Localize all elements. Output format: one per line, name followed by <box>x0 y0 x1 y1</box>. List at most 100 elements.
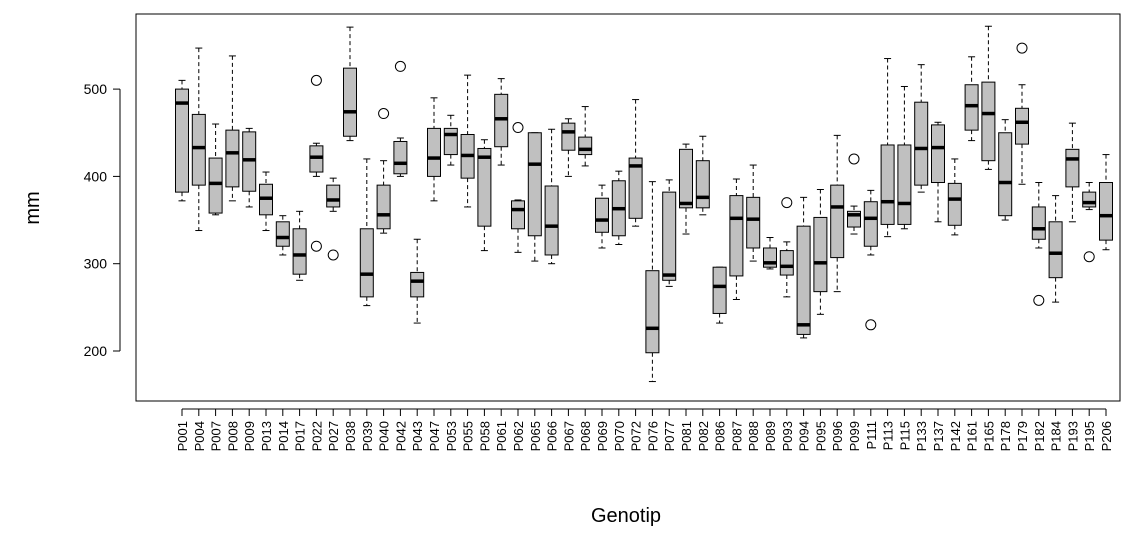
x-tick-label: P111 <box>864 421 879 449</box>
box-P039 <box>359 158 374 307</box>
box-P094 <box>796 196 811 339</box>
box-P133 <box>914 64 929 193</box>
box-body <box>813 216 828 293</box>
box-body <box>695 160 710 209</box>
box-P182 <box>1031 182 1046 306</box>
box-P076 <box>645 181 660 383</box>
box-P055 <box>460 74 475 208</box>
box-P069 <box>595 184 609 249</box>
box-body <box>544 185 559 256</box>
box-P099 <box>847 153 861 235</box>
x-tick-label: P017 <box>293 421 308 451</box>
box-body <box>410 271 425 298</box>
x-tick-label: P068 <box>578 421 593 451</box>
box-P206 <box>1099 154 1113 251</box>
box-body <box>359 228 374 298</box>
box-P096 <box>830 134 845 293</box>
box-P095 <box>813 188 828 315</box>
box-P113 <box>880 58 895 238</box>
box-body <box>561 122 576 151</box>
box-P077 <box>662 179 677 287</box>
box-P086 <box>712 266 727 324</box>
box-body <box>947 182 962 226</box>
x-tick-label: P094 <box>797 421 812 451</box>
box-body <box>830 184 845 259</box>
x-tick-label: P039 <box>360 421 375 451</box>
box-body <box>326 184 341 208</box>
box-body <box>1099 182 1113 241</box>
box-body <box>981 81 996 162</box>
box-P042 <box>393 60 408 177</box>
outlier-point <box>378 108 390 120</box>
box-body <box>880 144 895 225</box>
x-tick-label: P182 <box>1032 421 1047 451</box>
box-P001 <box>175 79 189 202</box>
box-body <box>208 157 223 214</box>
box-P008 <box>225 55 240 202</box>
box-P088 <box>746 164 761 262</box>
box-body <box>796 225 811 335</box>
box-body <box>427 127 441 177</box>
box-body <box>1015 107 1029 145</box>
box-P072 <box>628 99 643 227</box>
x-tick-label: P022 <box>309 421 324 451</box>
x-tick-label: P193 <box>1065 421 1080 451</box>
box-body <box>645 270 660 354</box>
x-axis: P001 P004 P007 P008 P009 P013 P014 P017 P022 P027… <box>175 408 1114 451</box>
x-tick-label: P076 <box>645 421 660 451</box>
outlier-point <box>1083 251 1095 263</box>
box-P022 <box>309 74 324 252</box>
box-body <box>595 197 609 233</box>
box-P111 <box>863 189 878 331</box>
box-body <box>746 196 761 249</box>
box-body <box>376 184 391 230</box>
box-P038 <box>343 26 357 142</box>
x-tick-label: P066 <box>545 421 560 451</box>
outlier-point <box>865 319 877 331</box>
outlier-point <box>848 153 860 165</box>
x-tick-label: P061 <box>494 421 509 451</box>
box-body <box>275 221 290 247</box>
x-tick-label: P058 <box>477 421 492 451</box>
x-tick-label: P206 <box>1099 421 1114 451</box>
x-tick-label: P004 <box>192 421 207 451</box>
box-body <box>443 127 458 156</box>
box-body <box>511 200 525 230</box>
x-tick-label: P065 <box>528 421 543 451</box>
x-tick-label: P069 <box>595 421 610 451</box>
outlier-point <box>310 240 322 252</box>
outlier-point <box>1033 294 1045 306</box>
x-tick-label: P067 <box>561 421 576 451</box>
x-tick-label: P082 <box>696 421 711 451</box>
x-tick-label: P070 <box>612 421 627 451</box>
x-tick-label: P001 <box>175 421 190 451</box>
box-P068 <box>578 106 593 167</box>
box-body <box>578 136 593 156</box>
x-tick-label: P053 <box>444 421 459 451</box>
outlier-point <box>1016 42 1028 54</box>
box-body <box>628 157 643 219</box>
box-P115 <box>897 85 912 230</box>
x-tick-label: P142 <box>948 421 963 451</box>
y-tick-label: 500 <box>84 81 108 97</box>
x-tick-label: P040 <box>377 421 392 451</box>
box-P014 <box>275 215 290 256</box>
box-P142 <box>947 158 962 236</box>
x-tick-label: P027 <box>326 421 341 451</box>
box-P195 <box>1082 182 1097 263</box>
box-P062 <box>511 122 525 253</box>
outlier-point <box>310 74 322 86</box>
y-tick-label: 300 <box>84 256 108 272</box>
box-P027 <box>326 177 341 261</box>
box-body <box>175 88 189 193</box>
box-P065 <box>527 132 542 262</box>
x-tick-label: P007 <box>209 421 224 451</box>
box-body <box>662 191 677 281</box>
plot-frame <box>135 13 1121 402</box>
x-tick-label: P087 <box>729 421 744 451</box>
x-tick-label: P077 <box>662 421 677 451</box>
x-tick-label: P161 <box>965 421 980 451</box>
x-tick-label: P088 <box>746 421 761 451</box>
box-P061 <box>494 78 509 166</box>
